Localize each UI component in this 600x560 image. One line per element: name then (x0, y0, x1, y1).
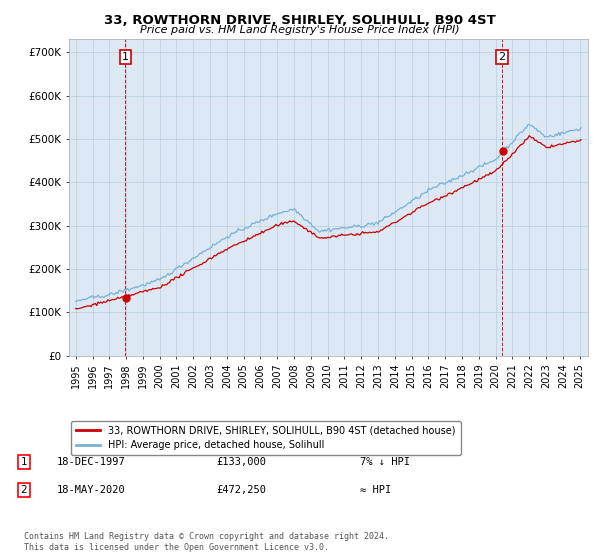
Text: £472,250: £472,250 (216, 485, 266, 495)
Text: Price paid vs. HM Land Registry's House Price Index (HPI): Price paid vs. HM Land Registry's House … (140, 25, 460, 35)
Text: 2: 2 (499, 52, 506, 62)
Text: 18-DEC-1997: 18-DEC-1997 (57, 457, 126, 467)
Text: 1: 1 (20, 457, 28, 467)
Text: Contains HM Land Registry data © Crown copyright and database right 2024.
This d: Contains HM Land Registry data © Crown c… (24, 532, 389, 552)
Text: ≈ HPI: ≈ HPI (360, 485, 391, 495)
Text: £133,000: £133,000 (216, 457, 266, 467)
Text: 7% ↓ HPI: 7% ↓ HPI (360, 457, 410, 467)
Text: 1: 1 (122, 52, 129, 62)
Text: 18-MAY-2020: 18-MAY-2020 (57, 485, 126, 495)
Legend: 33, ROWTHORN DRIVE, SHIRLEY, SOLIHULL, B90 4ST (detached house), HPI: Average pr: 33, ROWTHORN DRIVE, SHIRLEY, SOLIHULL, B… (71, 421, 461, 455)
Text: 33, ROWTHORN DRIVE, SHIRLEY, SOLIHULL, B90 4ST: 33, ROWTHORN DRIVE, SHIRLEY, SOLIHULL, B… (104, 14, 496, 27)
Text: 2: 2 (20, 485, 28, 495)
